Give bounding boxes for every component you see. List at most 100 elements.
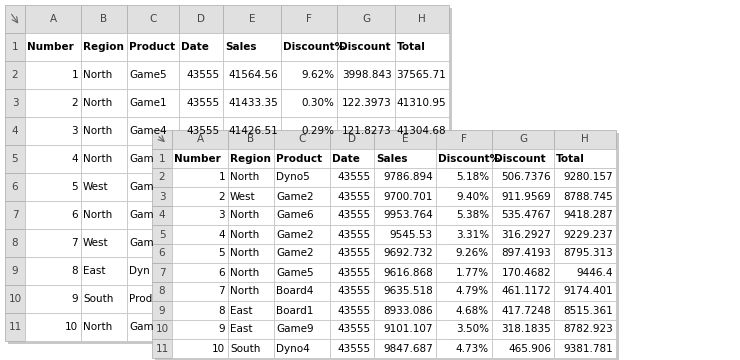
Text: A: A: [50, 14, 56, 24]
Text: Dyno5: Dyno5: [276, 172, 310, 183]
Bar: [374, 225, 436, 244]
Bar: [274, 149, 330, 168]
Bar: [5, 313, 25, 341]
Text: Board1: Board1: [276, 306, 313, 315]
Bar: [330, 187, 374, 206]
Bar: [5, 145, 25, 173]
Bar: [25, 33, 81, 61]
Text: 9616.868: 9616.868: [383, 267, 433, 278]
Bar: [223, 313, 281, 341]
Bar: [436, 282, 492, 301]
Bar: [152, 320, 172, 339]
Bar: [223, 173, 281, 201]
Bar: [81, 201, 127, 229]
Bar: [127, 257, 179, 285]
Text: 4.73%: 4.73%: [456, 343, 489, 354]
Text: D: D: [197, 14, 205, 24]
Text: Discount: Discount: [339, 42, 391, 52]
Bar: [223, 61, 281, 89]
Bar: [337, 89, 395, 117]
Text: Game4: Game4: [129, 126, 166, 136]
Bar: [127, 313, 179, 341]
Text: Total: Total: [556, 153, 585, 163]
Bar: [436, 320, 492, 339]
Bar: [25, 229, 81, 257]
Text: 43555: 43555: [338, 267, 371, 278]
Bar: [172, 244, 228, 263]
Bar: [5, 201, 25, 229]
Text: 7: 7: [218, 287, 225, 297]
Text: North: North: [230, 230, 259, 239]
Text: South: South: [83, 294, 113, 304]
Text: 122.3973: 122.3973: [342, 98, 392, 108]
Text: 8933.086: 8933.086: [383, 306, 433, 315]
Bar: [395, 313, 449, 341]
Bar: [127, 145, 179, 173]
Text: Region: Region: [230, 153, 271, 163]
Bar: [330, 320, 374, 339]
Text: 41304.68: 41304.68: [397, 126, 446, 136]
Bar: [152, 130, 172, 149]
Text: 9700.701: 9700.701: [383, 192, 433, 202]
Text: 9418.287: 9418.287: [563, 211, 613, 220]
Text: North: North: [83, 98, 112, 108]
Bar: [228, 130, 274, 149]
Bar: [81, 5, 127, 33]
Text: 0.29%: 0.29%: [301, 126, 334, 136]
Bar: [436, 339, 492, 358]
Text: 318.1835: 318.1835: [501, 324, 551, 334]
Bar: [172, 206, 228, 225]
Bar: [374, 301, 436, 320]
Bar: [5, 257, 25, 285]
Bar: [172, 130, 228, 149]
Bar: [281, 5, 337, 33]
Text: 37565.71: 37565.71: [396, 70, 446, 80]
Text: 5: 5: [158, 230, 165, 239]
Bar: [281, 33, 337, 61]
Bar: [554, 320, 616, 339]
Text: 43555: 43555: [187, 70, 220, 80]
Bar: [127, 285, 179, 313]
Text: 8: 8: [218, 306, 225, 315]
Text: 9446.4: 9446.4: [576, 267, 613, 278]
Bar: [395, 229, 449, 257]
Bar: [228, 301, 274, 320]
Bar: [81, 257, 127, 285]
Bar: [25, 89, 81, 117]
Text: West: West: [83, 182, 109, 192]
Bar: [274, 339, 330, 358]
Bar: [554, 244, 616, 263]
Text: East: East: [230, 324, 252, 334]
Bar: [228, 320, 274, 339]
Text: Number: Number: [174, 153, 221, 163]
Text: Dyn: Dyn: [129, 266, 149, 276]
Text: Gam: Gam: [129, 182, 154, 192]
Bar: [25, 5, 81, 33]
Bar: [152, 244, 172, 263]
Text: 10: 10: [8, 294, 21, 304]
Bar: [25, 117, 81, 145]
Bar: [127, 117, 179, 145]
Bar: [5, 33, 25, 61]
Bar: [554, 263, 616, 282]
Bar: [395, 33, 449, 61]
Bar: [172, 320, 228, 339]
Bar: [492, 168, 554, 187]
Text: North: North: [83, 126, 112, 136]
Text: Game5: Game5: [129, 70, 166, 80]
Bar: [223, 33, 281, 61]
Text: 9.26%: 9.26%: [456, 248, 489, 258]
Text: G: G: [519, 135, 527, 144]
Text: 43555: 43555: [187, 126, 220, 136]
Text: Region: Region: [83, 42, 124, 52]
Text: 9: 9: [158, 306, 165, 315]
Text: 5.18%: 5.18%: [456, 172, 489, 183]
Text: C: C: [149, 14, 157, 24]
Bar: [374, 263, 436, 282]
Bar: [492, 282, 554, 301]
Bar: [395, 285, 449, 313]
Bar: [395, 117, 449, 145]
Text: 3: 3: [71, 126, 78, 136]
Bar: [228, 206, 274, 225]
Bar: [179, 5, 223, 33]
